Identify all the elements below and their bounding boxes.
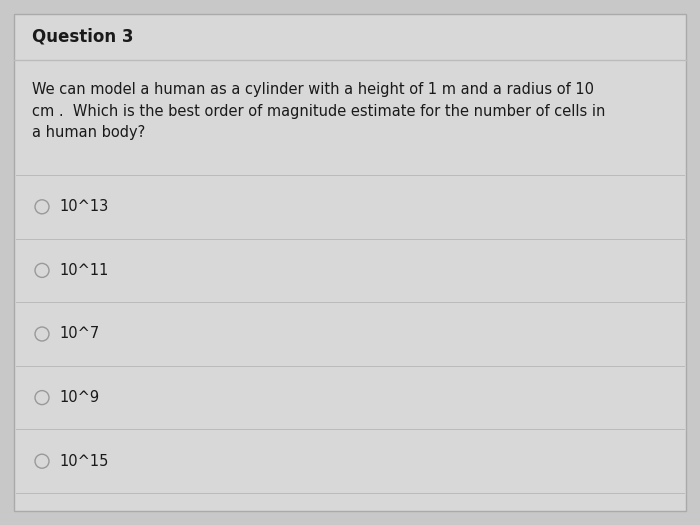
Text: 10^11: 10^11	[59, 263, 108, 278]
Text: Question 3: Question 3	[32, 28, 134, 46]
Text: We can model a human as a cylinder with a height of 1 m and a radius of 10
cm . : We can model a human as a cylinder with …	[32, 82, 606, 140]
Text: 10^9: 10^9	[59, 390, 99, 405]
Text: 10^15: 10^15	[59, 454, 108, 469]
Text: 10^13: 10^13	[59, 200, 108, 214]
Text: 10^7: 10^7	[59, 327, 99, 341]
